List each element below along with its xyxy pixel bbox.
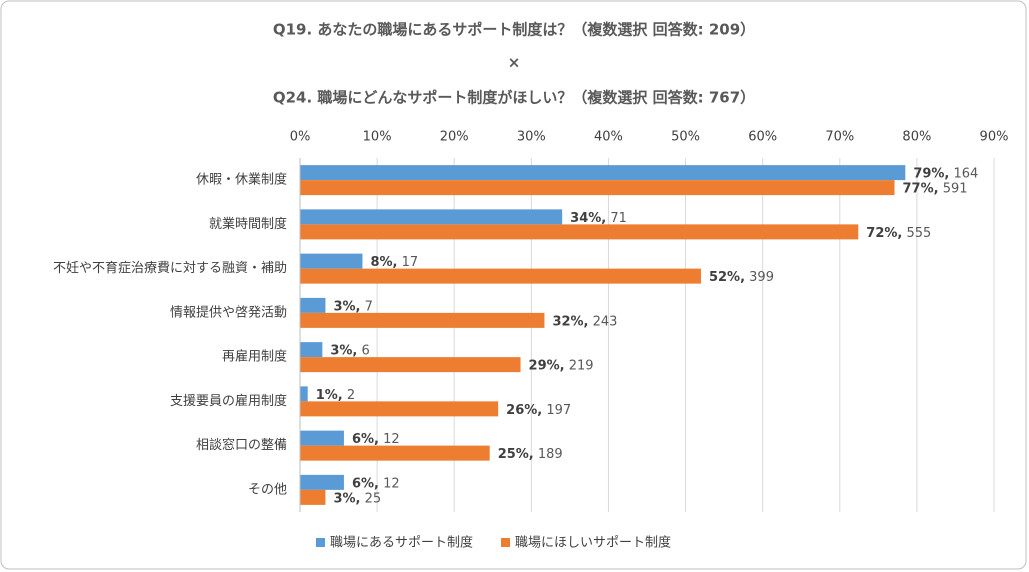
y-tick-label: 就業時間制度 <box>209 216 287 232</box>
y-tick-label: 不妊や不育症治療費に対する融資・補助 <box>53 260 287 276</box>
bar <box>300 357 521 373</box>
data-label: 34%, 71 <box>570 210 627 225</box>
y-tick-label: 支援要員の雇用制度 <box>170 393 287 409</box>
data-label: 8%, 17 <box>370 255 418 270</box>
bar <box>300 386 308 402</box>
data-label: 25%, 189 <box>498 447 563 462</box>
bar <box>300 268 701 284</box>
chart-title: × <box>508 54 521 72</box>
x-tick-label: 50% <box>671 130 700 145</box>
bar <box>300 253 363 269</box>
bar <box>300 180 895 196</box>
data-label: 32%, 243 <box>552 314 617 329</box>
data-label: 1%, 2 <box>316 387 355 402</box>
data-label: 3%, 7 <box>333 299 372 314</box>
data-label: 3%, 6 <box>330 343 369 358</box>
data-label: 29%, 219 <box>529 358 594 373</box>
bar <box>300 401 499 417</box>
x-tick-label: 10% <box>363 130 392 145</box>
legend-label: 職場にほしいサポート制度 <box>515 535 671 551</box>
bar <box>300 165 906 181</box>
y-tick-label: 情報提供や啓発活動 <box>170 304 287 320</box>
x-tick-label: 80% <box>902 130 931 145</box>
data-label: 72%, 555 <box>866 225 931 240</box>
data-label: 6%, 12 <box>352 432 400 447</box>
x-tick-label: 70% <box>825 130 854 145</box>
data-label: 26%, 197 <box>506 402 571 417</box>
chart-title: Q19. あなたの職場にあるサポート制度は？（複数選択 回答数: 209） <box>273 21 755 39</box>
x-tick-label: 40% <box>594 130 623 145</box>
bar <box>300 489 326 505</box>
bar <box>300 474 344 490</box>
legend-swatch <box>316 538 325 547</box>
bar <box>300 342 323 358</box>
legend-label: 職場にあるサポート制度 <box>330 535 473 551</box>
data-label: 6%, 12 <box>352 476 400 491</box>
bar <box>300 297 326 313</box>
bar <box>300 430 344 446</box>
bar <box>300 209 563 225</box>
y-tick-label: その他 <box>248 482 287 497</box>
data-label: 3%, 25 <box>333 491 381 506</box>
x-tick-label: 20% <box>440 130 469 145</box>
bar <box>300 312 545 328</box>
x-tick-label: 0% <box>290 130 311 145</box>
y-tick-label: 再雇用制度 <box>222 349 287 365</box>
data-label: 79%, 164 <box>913 166 978 181</box>
legend-swatch <box>501 538 511 547</box>
data-label: 52%, 399 <box>709 270 774 285</box>
bar <box>300 445 490 461</box>
x-tick-label: 60% <box>748 130 777 145</box>
y-tick-label: 休暇・休業制度 <box>196 172 287 188</box>
chart-title: Q24. 職場にどんなサポート制度がほしい？（複数選択 回答数: 767） <box>273 89 755 107</box>
x-tick-label: 90% <box>980 130 1009 145</box>
data-label: 77%, 591 <box>903 181 968 196</box>
y-tick-label: 相談窓口の整備 <box>196 437 287 453</box>
bar <box>300 224 859 240</box>
x-tick-label: 30% <box>517 130 546 145</box>
